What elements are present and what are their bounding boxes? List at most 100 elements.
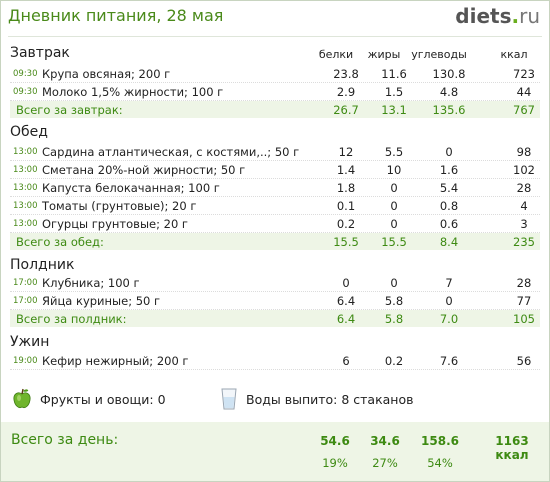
- item-name[interactable]: Яйца куриные; 50 г: [42, 294, 161, 308]
- item-carbs: 7.6: [439, 354, 459, 368]
- meal-total-snack: Всего за полдник: 6.4 5.8 7.0 105: [10, 310, 540, 327]
- item-kcal: 44: [516, 85, 532, 99]
- col-kcal: ккал: [500, 48, 528, 61]
- day-total-label: Всего за день:: [11, 432, 119, 448]
- item-carbs: 130.8: [432, 67, 466, 81]
- col-fat: жиры: [367, 48, 401, 61]
- item-carbs: 1.6: [439, 163, 459, 177]
- item-name[interactable]: Огурцы грунтовые; 20 г: [42, 217, 188, 231]
- total-kcal: 105: [513, 312, 535, 326]
- item-protein: 0.1: [336, 199, 356, 213]
- item-name[interactable]: Томаты (грунтовые); 20 г: [42, 199, 197, 213]
- day-carbs: 158.6: [421, 434, 459, 448]
- site-logo[interactable]: diets.ru: [455, 4, 540, 28]
- table-row: 13:00 Томаты (грунтовые); 20 г 0.1 0 0.8…: [10, 197, 540, 215]
- logo-tld: ru: [519, 4, 540, 28]
- item-time: 13:00: [13, 201, 38, 211]
- item-time: 17:00: [13, 296, 38, 306]
- item-carbs: 0: [445, 145, 453, 159]
- item-fat: 0: [390, 181, 398, 195]
- total-kcal: 235: [513, 235, 535, 249]
- water-text: Воды выпито: 8 стаканов: [246, 392, 414, 407]
- item-kcal: 102: [513, 163, 535, 177]
- item-time: 13:00: [13, 219, 38, 229]
- day-protein: 54.6: [320, 434, 350, 448]
- table-row: 09:30 Крупа овсяная; 200 г 23.8 11.6 130…: [10, 65, 540, 83]
- item-protein: 6.4: [336, 294, 356, 308]
- item-protein: 23.8: [333, 67, 359, 81]
- item-fat: 5.8: [384, 294, 404, 308]
- item-name[interactable]: Крупа овсяная; 200 г: [42, 67, 171, 81]
- table-row: 13:00 Сметана 20%-ной жирности; 50 г 1.4…: [10, 161, 540, 179]
- total-fat: 15.5: [381, 235, 407, 249]
- item-fat: 11.6: [381, 67, 407, 81]
- item-time: 09:30: [13, 87, 38, 97]
- item-fat: 1.5: [384, 85, 404, 99]
- total-carbs: 7.0: [439, 312, 459, 326]
- item-fat: 10: [386, 163, 402, 177]
- item-kcal: 3: [520, 217, 528, 231]
- item-time: 19:00: [13, 356, 38, 366]
- logo-dot: .: [511, 4, 520, 28]
- total-label: Всего за полдник:: [16, 312, 127, 326]
- item-time: 13:00: [13, 183, 38, 193]
- item-fat: 0: [390, 276, 398, 290]
- item-kcal: 28: [516, 181, 532, 195]
- item-name[interactable]: Молоко 1,5% жирности; 100 г: [42, 85, 224, 99]
- header-divider: [8, 36, 542, 37]
- item-fat: 5.5: [384, 145, 404, 159]
- table-row: 09:30 Молоко 1,5% жирности; 100 г 2.9 1.…: [10, 83, 540, 101]
- day-protein-pct: 19%: [322, 456, 348, 470]
- total-protein: 26.7: [333, 103, 359, 117]
- col-protein: белки: [318, 48, 354, 61]
- total-carbs: 8.4: [439, 235, 459, 249]
- meal-total-breakfast: Всего за завтрак: 26.7 13.1 135.6 767: [10, 101, 540, 118]
- item-time: 13:00: [13, 165, 38, 175]
- day-fat: 34.6: [370, 434, 400, 448]
- day-fat-pct: 27%: [372, 456, 398, 470]
- meal-total-lunch: Всего за обед: 15.5 15.5 8.4 235: [10, 233, 540, 250]
- item-name[interactable]: Сметана 20%-ной жирности; 50 г: [42, 163, 246, 177]
- day-kcal: 1163 ккал: [495, 434, 529, 462]
- total-fat: 5.8: [384, 312, 404, 326]
- item-carbs: 5.4: [439, 181, 459, 195]
- item-name[interactable]: Капуста белокачанная; 100 г: [42, 181, 220, 195]
- item-fat: 0: [390, 199, 398, 213]
- fruits-text: Фрукты и овощи: 0: [40, 392, 166, 407]
- total-kcal: 767: [513, 103, 535, 117]
- item-carbs: 7: [445, 276, 453, 290]
- item-kcal: 77: [516, 294, 532, 308]
- meal-title-snack: Полдник: [10, 257, 75, 273]
- table-row: 19:00 Кефир нежирный; 200 г 6 0.2 7.6 56: [10, 352, 540, 370]
- item-time: 13:00: [13, 147, 38, 157]
- logo-main: diets: [455, 4, 512, 28]
- total-label: Всего за обед:: [16, 235, 104, 249]
- item-kcal: 723: [513, 67, 535, 81]
- item-kcal: 56: [516, 354, 532, 368]
- item-kcal: 4: [520, 199, 528, 213]
- item-time: 17:00: [13, 278, 38, 288]
- item-carbs: 4.8: [439, 85, 459, 99]
- table-row: 13:00 Капуста белокачанная; 100 г 1.8 0 …: [10, 179, 540, 197]
- item-protein: 2.9: [336, 85, 356, 99]
- total-fat: 13.1: [381, 103, 407, 117]
- table-row: 17:00 Клубника; 100 г 0 0 7 28: [10, 274, 540, 292]
- item-carbs: 0.6: [439, 217, 459, 231]
- meal-title-dinner: Ужин: [10, 334, 50, 350]
- item-name[interactable]: Сардина атлантическая, с костями,..; 50 …: [42, 145, 300, 159]
- item-carbs: 0: [445, 294, 453, 308]
- total-carbs: 135.6: [432, 103, 466, 117]
- item-protein: 12: [338, 145, 354, 159]
- item-name[interactable]: Клубника; 100 г: [42, 276, 140, 290]
- table-row: 13:00 Огурцы грунтовые; 20 г 0.2 0 0.6 3: [10, 215, 540, 233]
- item-fat: 0: [390, 217, 398, 231]
- item-protein: 0.2: [336, 217, 356, 231]
- glass-icon: [221, 388, 237, 410]
- header: Дневник питания, 28 мая diets.ru: [0, 0, 548, 36]
- meal-title-breakfast: Завтрак: [10, 45, 70, 61]
- apple-icon: [13, 388, 31, 408]
- total-label: Всего за завтрак:: [16, 103, 123, 117]
- day-carbs-pct: 54%: [427, 456, 453, 470]
- item-kcal: 98: [516, 145, 532, 159]
- item-name[interactable]: Кефир нежирный; 200 г: [42, 354, 189, 368]
